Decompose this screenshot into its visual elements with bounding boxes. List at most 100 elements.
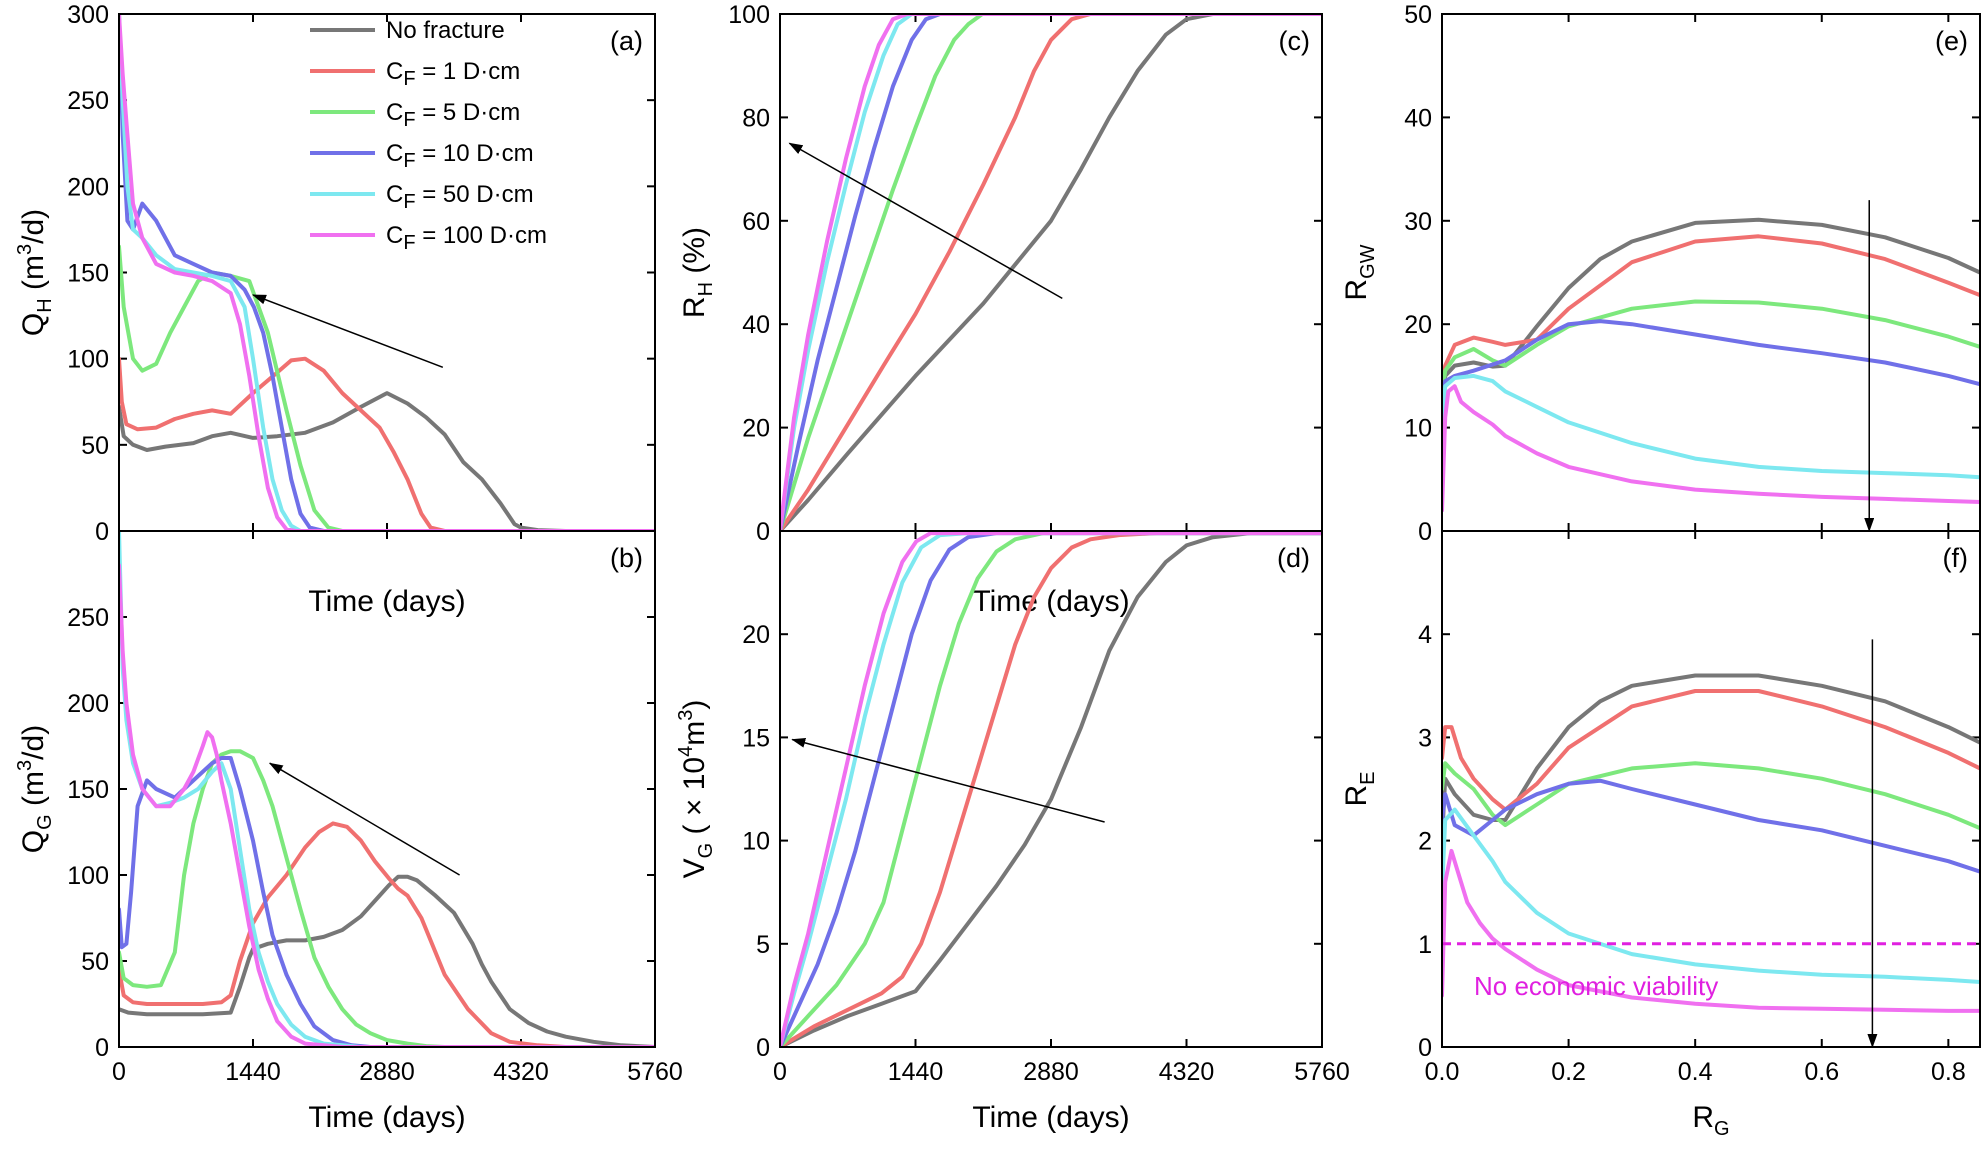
series-line-cf-10-d-cm <box>1442 319 1980 409</box>
plot-frame <box>1441 13 1981 532</box>
y-tick-label: 20 <box>742 415 770 443</box>
y-axis-label: VG ( × 104m3) <box>675 700 717 879</box>
series-line-cf-1-d-cm <box>1442 234 1980 389</box>
series-group <box>780 531 1322 1047</box>
x-tick-label: 0.2 <box>1551 1058 1586 1086</box>
y-tick-label: 0 <box>95 1034 109 1062</box>
series-group <box>780 14 1322 531</box>
legend-entry: CF = 5 D·cm <box>386 99 520 131</box>
y-tick-label: 10 <box>1404 415 1432 443</box>
y-tick-label: 0 <box>1418 1034 1432 1062</box>
y-tick-label: 300 <box>67 1 109 29</box>
series-line-cf-50-d-cm <box>780 14 1322 531</box>
y-axis-label: QG (m3/d) <box>14 725 56 853</box>
series-line-no-fracture <box>1442 673 1980 843</box>
series-line-cf-5-d-cm <box>119 244 655 531</box>
panel-f: 0 1 2 3 4 0.0 0.2 0.4 0.6 0.8 No economic viabilit… <box>1340 530 1981 1140</box>
series-line-cf-10-d-cm <box>780 531 1322 1047</box>
series-group <box>119 531 655 1047</box>
trend-arrow <box>268 762 460 876</box>
x-tick-label: 0.8 <box>1931 1058 1966 1086</box>
y-tick-label: 100 <box>67 862 109 890</box>
y-tick-label: 0 <box>1418 518 1432 546</box>
x-tick-label: 1440 <box>888 1058 944 1086</box>
y-tick-label: 40 <box>742 311 770 339</box>
y-tick-label: 20 <box>742 621 770 649</box>
legend: No fracture CF = 1 D·cm CF = 5 D·cm CF = 10… <box>310 17 547 254</box>
series-line-cf-1-d-cm <box>780 531 1322 1047</box>
y-tick-label: 4 <box>1418 621 1432 649</box>
x-axis-label: Time (days) <box>972 585 1129 618</box>
y-tick-label: 60 <box>742 208 770 236</box>
series-line-cf-100-d-cm <box>1442 848 1980 1013</box>
y-tick-label: 1 <box>1418 931 1432 959</box>
panel-a: 0 50 100 150 200 250 300 (a) QH (m3/d) Time (days… <box>14 1 656 618</box>
y-tick-label: 100 <box>67 346 109 374</box>
series-line-cf-50-d-cm <box>1442 373 1980 480</box>
series-line-cf-5-d-cm <box>780 531 1322 1047</box>
y-tick-label: 3 <box>1418 724 1432 752</box>
y-axis-label: QH (m3/d) <box>14 209 56 336</box>
x-tick-label: 5760 <box>627 1058 683 1086</box>
series-group <box>1442 217 1980 513</box>
panel-label: (c) <box>1279 26 1310 56</box>
series-line-cf-1-d-cm <box>119 356 655 531</box>
series-line-no-fracture <box>119 391 655 531</box>
panel-c: 0 20 40 60 80 100 (c) RH (%) Time (days) <box>678 1 1323 618</box>
x-tick-label: 5760 <box>1294 1058 1350 1086</box>
y-tick-label: 50 <box>81 432 109 460</box>
plot-frame <box>779 530 1323 1048</box>
series-group <box>1442 673 1980 1013</box>
x-tick-label: 4320 <box>1159 1058 1215 1086</box>
x-axis-label: Time (days) <box>308 585 465 618</box>
x-tick-label: 0.4 <box>1678 1058 1713 1086</box>
y-tick-label: 150 <box>67 776 109 804</box>
y-tick-label: 0 <box>756 1034 770 1062</box>
y-axis-label: RE <box>1340 771 1379 806</box>
legend-entry: CF = 1 D·cm <box>386 58 520 90</box>
legend-entry: CF = 10 D·cm <box>386 140 534 172</box>
y-tick-label: 15 <box>742 724 770 752</box>
plot-frame <box>118 530 656 1048</box>
series-line-no-fracture <box>780 531 1322 1047</box>
legend-entry: CF = 100 D·cm <box>386 222 547 254</box>
panel-e: 0 10 20 30 40 50 (e) RGW <box>1340 1 1981 546</box>
y-tick-label: 250 <box>67 604 109 632</box>
y-tick-label: 200 <box>67 690 109 718</box>
y-tick-label: 20 <box>1404 311 1432 339</box>
panel-label: (f) <box>1943 543 1968 573</box>
x-tick-label: 1440 <box>225 1058 281 1086</box>
series-line-cf-100-d-cm <box>119 14 655 531</box>
x-tick-label: 0.6 <box>1804 1058 1839 1086</box>
y-tick-label: 50 <box>81 948 109 976</box>
y-tick-label: 30 <box>1404 208 1432 236</box>
series-group <box>119 14 655 531</box>
series-line-cf-100-d-cm <box>780 14 1322 531</box>
y-axis-label: RGW <box>1340 244 1379 300</box>
plot-frame <box>1441 530 1981 1048</box>
y-tick-label: 2 <box>1418 828 1432 856</box>
panel-label: (b) <box>610 543 643 573</box>
x-axis-label: RG <box>1692 1101 1729 1140</box>
y-tick-label: 5 <box>756 931 770 959</box>
no-economic-viability-label: No economic viability <box>1474 971 1718 1001</box>
panel-b: 0 50 100 150 200 250 0 1440 2880 4320 5760 (b) QG (m… <box>14 530 683 1134</box>
y-tick-label: 0 <box>756 518 770 546</box>
series-line-cf-100-d-cm <box>119 563 655 1047</box>
x-tick-label: 0.0 <box>1425 1058 1460 1086</box>
y-tick-label: 200 <box>67 173 109 201</box>
x-axis-label: Time (days) <box>308 1101 465 1134</box>
series-line-no-fracture <box>780 14 1322 531</box>
legend-entry: No fracture <box>386 17 505 44</box>
series-line-cf-1-d-cm <box>780 14 1322 531</box>
series-line-cf-1-d-cm <box>119 821 655 1047</box>
x-tick-label: 0 <box>112 1058 126 1086</box>
trend-arrow <box>791 737 1105 823</box>
series-line-cf-100-d-cm <box>1442 384 1980 513</box>
series-line-no-fracture <box>119 874 655 1047</box>
series-line-cf-10-d-cm <box>780 14 1322 531</box>
y-tick-label: 50 <box>1404 1 1432 29</box>
y-tick-label: 10 <box>742 828 770 856</box>
x-tick-label: 2880 <box>1023 1058 1079 1086</box>
